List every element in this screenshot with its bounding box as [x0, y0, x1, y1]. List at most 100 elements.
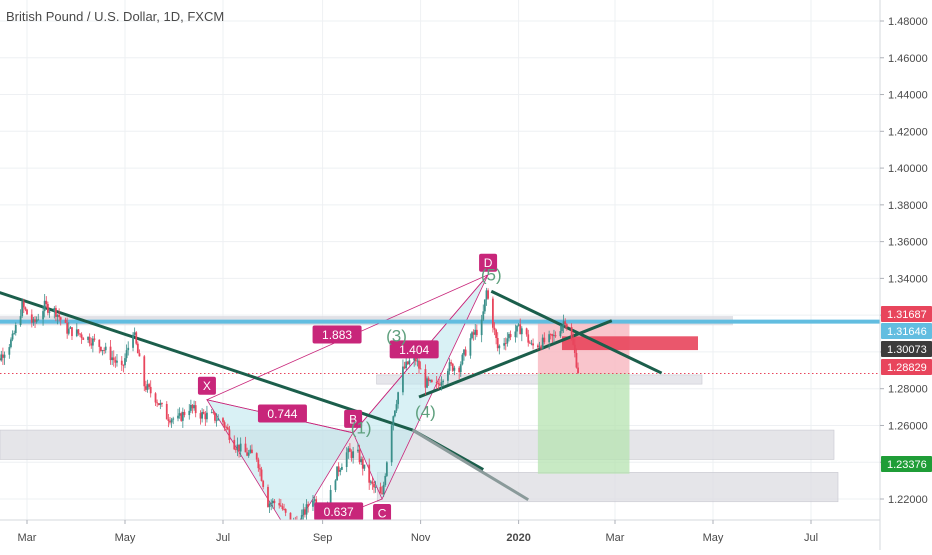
candle-up	[91, 338, 94, 346]
price-tag-label: 1.31646	[887, 326, 927, 338]
y-tick-label: 1.34000	[888, 273, 928, 285]
candle-down	[204, 413, 207, 420]
x-tick-label: Mar	[606, 532, 625, 544]
candle-up	[395, 404, 398, 411]
chart-title: British Pound / U.S. Dollar, 1D, FXCM	[6, 9, 225, 24]
candle-down	[144, 386, 147, 390]
candle-down	[371, 481, 374, 484]
x-tick-label: Nov	[411, 532, 431, 544]
candle-down	[136, 343, 139, 354]
candle-down	[114, 360, 117, 363]
price-tag-bg	[881, 306, 932, 322]
candle-up	[189, 404, 192, 411]
wave-label: (4)	[415, 403, 436, 422]
candle-up	[43, 300, 46, 312]
candle-down	[212, 412, 215, 414]
plot-area: 1.883 0.744 1.404 0.637 X B C D (3) (4) (5) (2) (1)	[0, 0, 880, 542]
candle-up	[159, 403, 162, 406]
candle-down	[570, 327, 573, 340]
lower-zone	[376, 472, 839, 503]
candle-down	[2, 354, 4, 358]
candle-up	[116, 360, 118, 363]
wave-label: (2)	[367, 523, 388, 542]
candle-down	[350, 451, 353, 458]
candle-up	[271, 500, 274, 504]
candle-up	[483, 299, 486, 312]
y-tick-label: 1.28000	[888, 384, 928, 396]
candle-up	[561, 325, 563, 332]
candle-up	[215, 420, 218, 422]
candle-down	[30, 314, 33, 323]
candle-down	[46, 304, 49, 313]
candle-down	[26, 309, 28, 315]
candle-down	[45, 300, 48, 305]
candle-down	[257, 459, 260, 469]
candle-down	[202, 412, 205, 414]
x-tick-label: 2020	[506, 532, 530, 544]
candle-up	[453, 367, 456, 371]
candle-down	[283, 509, 285, 510]
candle-up	[10, 339, 12, 348]
candle-down	[165, 403, 168, 420]
candle-up	[181, 411, 184, 421]
candle-up	[177, 415, 179, 419]
candle-up	[67, 328, 70, 334]
candle-up	[480, 319, 483, 336]
candle-up	[312, 500, 314, 507]
candle-up	[236, 444, 239, 450]
candle-down	[532, 343, 534, 346]
candle-up	[249, 449, 252, 453]
candle-down	[226, 427, 229, 430]
candle-down	[475, 329, 478, 336]
ratio-label: 1.883	[322, 328, 352, 342]
candle-down	[64, 319, 67, 323]
demand-zone	[0, 429, 835, 460]
candle-up	[193, 405, 195, 409]
candle-up	[35, 319, 38, 322]
y-tick-label: 1.42000	[888, 126, 928, 138]
candle-down	[373, 483, 375, 488]
candle-down	[148, 384, 150, 387]
candle-down	[419, 368, 422, 370]
candle-up	[541, 337, 544, 349]
candle-down	[122, 364, 125, 366]
candle-up	[461, 354, 464, 365]
ratio-label-bg	[312, 325, 362, 344]
ratio-label: 0.637	[324, 505, 354, 519]
candle-up	[382, 484, 385, 495]
descending-trendline	[0, 291, 414, 432]
candle-down	[549, 334, 552, 335]
descending-trendline-faded	[411, 428, 530, 502]
candle-down	[464, 349, 467, 356]
candle-down	[59, 317, 62, 320]
candle-up	[506, 338, 509, 344]
candle-down	[103, 350, 106, 351]
candle-down	[79, 333, 81, 335]
candle-down	[244, 443, 247, 453]
candle-down	[183, 411, 186, 416]
candle-up	[101, 350, 104, 352]
candle-up	[132, 334, 134, 348]
pattern-point-bg	[344, 409, 363, 428]
candle-up	[293, 520, 295, 526]
candle-down	[71, 327, 73, 337]
y-tick-label: 1.38000	[888, 200, 928, 212]
candle-down	[66, 322, 69, 334]
candle-up	[360, 458, 363, 463]
candle-up	[485, 290, 488, 300]
candle-down	[289, 512, 292, 520]
candle-down	[279, 505, 282, 507]
candle-down	[90, 343, 93, 346]
candle-down	[93, 338, 96, 340]
candle-up	[474, 329, 477, 335]
candle-down	[349, 448, 351, 452]
candle-up	[562, 321, 565, 326]
price-tag-bg	[881, 456, 932, 472]
candle-down	[528, 342, 531, 344]
candle-down	[381, 493, 383, 495]
y-tick-label: 1.48000	[888, 16, 928, 28]
y-tick-label: 1.46000	[888, 53, 928, 65]
candle-up	[125, 350, 128, 359]
